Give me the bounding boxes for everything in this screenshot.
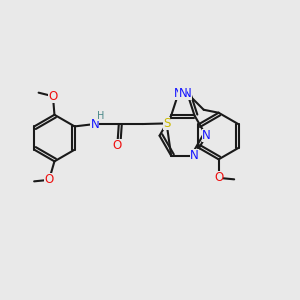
Text: N: N — [174, 87, 183, 100]
Text: O: O — [44, 173, 54, 186]
Text: N: N — [178, 87, 187, 100]
Text: N: N — [202, 129, 211, 142]
Text: O: O — [113, 139, 122, 152]
Text: N: N — [190, 149, 199, 162]
Text: N: N — [183, 87, 192, 100]
Text: H: H — [97, 111, 105, 121]
Text: O: O — [214, 171, 223, 184]
Text: O: O — [48, 90, 58, 103]
Text: S: S — [163, 117, 170, 130]
Text: N: N — [91, 118, 99, 130]
